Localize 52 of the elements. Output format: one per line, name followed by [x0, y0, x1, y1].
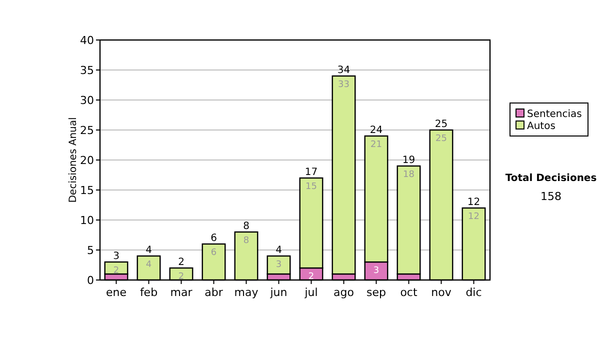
data-label: 12	[468, 212, 480, 222]
y-tick-label: 20	[80, 154, 94, 167]
x-tick-label: nov	[431, 286, 452, 299]
y-tick-label: 25	[80, 124, 94, 137]
y-tick-label: 40	[80, 34, 94, 47]
x-tick-label: ago	[334, 286, 354, 299]
data-label: 3	[276, 260, 282, 270]
y-axis-title: Decisiones Anual	[68, 117, 79, 203]
total-label: 19	[402, 155, 416, 166]
x-tick-label: oct	[400, 286, 418, 299]
y-tick-label: 0	[87, 274, 94, 287]
total-label: 4	[146, 245, 152, 256]
total-label: 3	[113, 251, 120, 262]
legend-label: Sentencias	[527, 109, 582, 120]
data-label: 2	[178, 272, 184, 282]
y-tick-label: 10	[80, 214, 94, 227]
data-label: 2	[308, 272, 314, 282]
text: Total Decisiones	[505, 173, 597, 184]
x-tick-label: feb	[140, 286, 158, 299]
data-label: 15	[306, 182, 317, 192]
data-label: 2	[113, 266, 120, 276]
x-tick-label: dic	[466, 286, 482, 299]
data-label: 33	[338, 80, 350, 90]
total-label: 24	[370, 125, 383, 136]
total-label: 34	[337, 65, 350, 76]
data-label: 6	[210, 248, 217, 258]
text: 158	[540, 190, 562, 203]
y-tick-label: 15	[80, 184, 94, 197]
x-tick-label: may	[234, 286, 259, 299]
data-label: 3	[373, 266, 380, 276]
total-label: 25	[434, 119, 448, 130]
data-label: 25	[436, 134, 447, 144]
y-tick-label: 35	[80, 64, 94, 77]
total-label: 8	[243, 221, 250, 232]
x-tick-label: ene	[106, 286, 127, 299]
x-tick-label: jun	[269, 286, 288, 299]
y-tick-label: 5	[87, 244, 94, 257]
x-tick-label: jul	[304, 286, 318, 299]
total-label: 12	[467, 197, 480, 208]
x-tick-label: sep	[366, 286, 386, 299]
legend-label: Autos	[527, 121, 556, 132]
data-label: 18	[403, 170, 415, 180]
x-tick-label: abr	[204, 286, 224, 299]
data-label: 21	[370, 140, 382, 150]
data-label: 4	[146, 260, 152, 270]
total-label: 17	[304, 167, 318, 178]
y-tick-label: 30	[80, 94, 94, 107]
x-tick-label: mar	[170, 286, 193, 299]
total-label: 4	[276, 245, 282, 256]
total-label: 2	[178, 257, 184, 268]
data-label: 8	[243, 236, 250, 246]
total-label: 6	[210, 233, 217, 244]
